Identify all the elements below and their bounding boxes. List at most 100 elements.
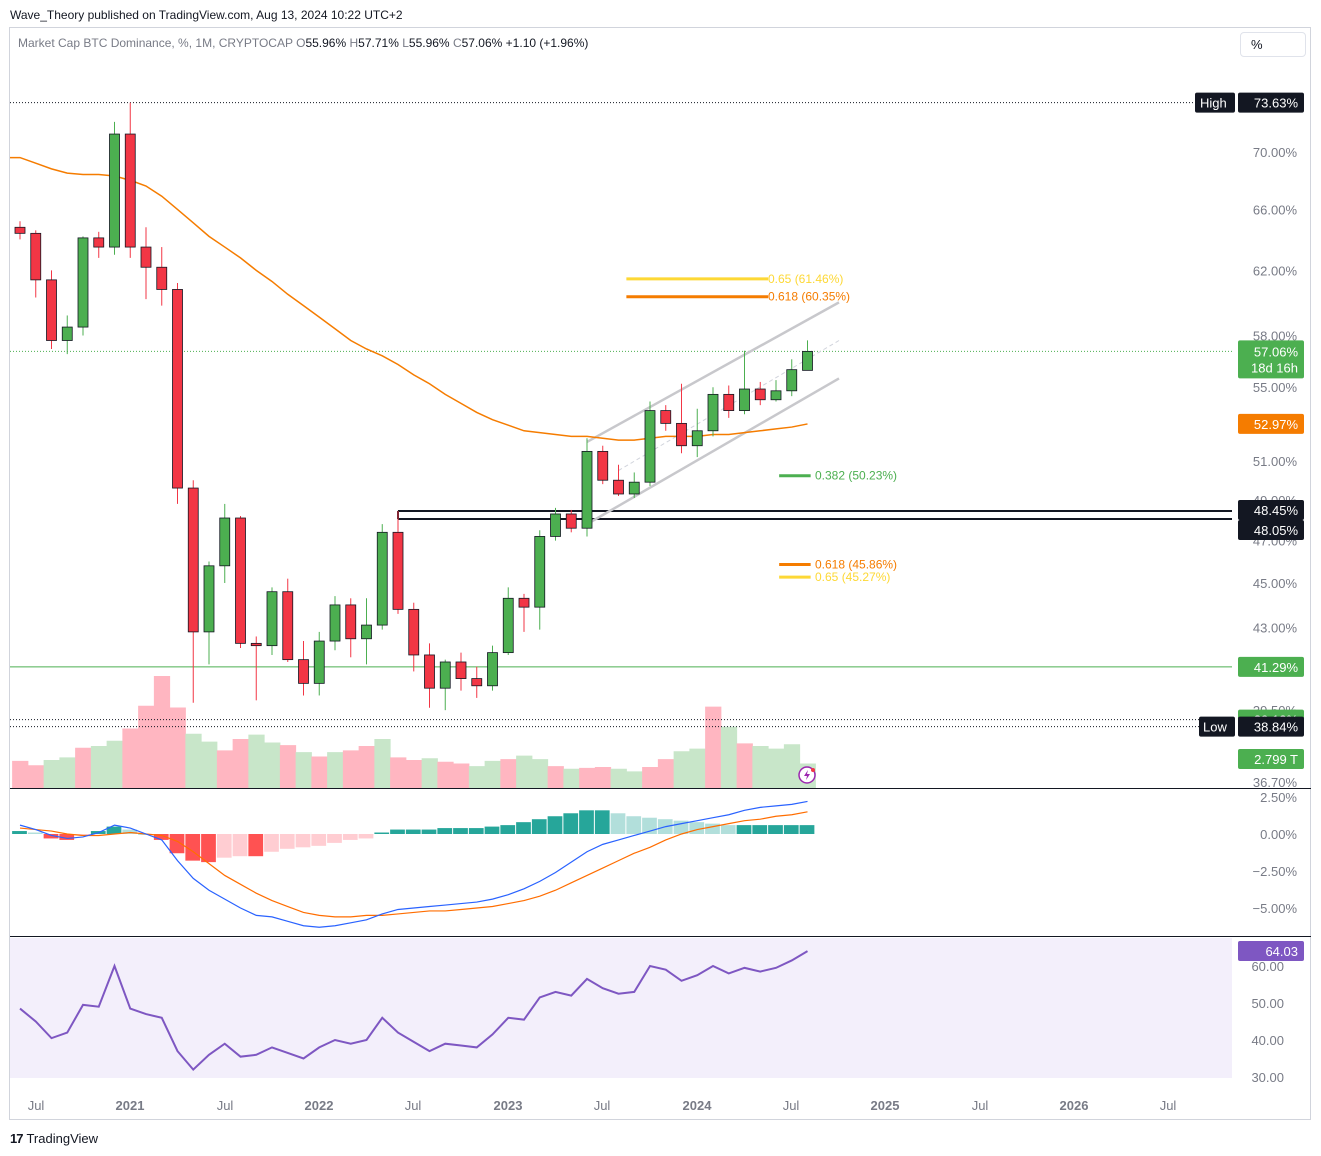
candle-body <box>392 531 404 610</box>
candle-body <box>802 350 813 371</box>
volume-bar <box>673 751 690 788</box>
tradingview-logo-icon: 17 <box>10 1131 24 1146</box>
high-tag-label: High <box>1200 96 1227 111</box>
macd-histogram-bar <box>122 829 138 834</box>
candle-body <box>345 604 357 640</box>
high-tag-value: 73.63% <box>1254 96 1299 111</box>
price-axis-tick: 55.00% <box>1253 380 1298 395</box>
rsi-axis-tick: 30.00 <box>1251 1070 1284 1085</box>
candle-body <box>707 393 719 432</box>
moving-average-line <box>10 156 808 441</box>
volume-bar <box>90 746 108 788</box>
candle-body <box>550 513 561 537</box>
time-axis-label: Jul <box>594 1098 611 1113</box>
high-tag-label-bg <box>1195 92 1235 113</box>
candle-body <box>471 678 483 687</box>
macd-axis-tick: 2.50% <box>1260 790 1297 805</box>
macd-histogram-bar <box>43 834 59 839</box>
last-price-tag: 57.06% <box>1254 344 1299 359</box>
macd-histogram-bar <box>547 816 563 834</box>
candle-body <box>61 326 73 341</box>
volume-bar <box>201 741 218 788</box>
level-41-tag-bg <box>1238 656 1304 677</box>
box-top-tag-bg <box>1238 499 1304 520</box>
volume-bar <box>547 766 564 788</box>
macd-histogram-bar <box>531 819 547 834</box>
volume-bar <box>374 739 391 788</box>
macd-histogram-bar <box>579 810 594 834</box>
volume-bar <box>27 765 45 788</box>
time-axis-label: Jul <box>28 1098 45 1113</box>
ma-tag: 52.97% <box>1254 417 1299 432</box>
percent-scale-button[interactable]: % <box>1240 32 1306 57</box>
candle-body <box>691 430 703 447</box>
last-price-tag-bg <box>1238 340 1304 379</box>
volume-bar <box>736 743 753 788</box>
macd-histogram-bar <box>342 834 358 840</box>
macd-line <box>19 800 808 928</box>
volume-bar <box>169 707 186 788</box>
fib-level-label: 0.382 (50.23%) <box>815 469 897 483</box>
price-axis-tick: 62.00% <box>1253 263 1298 278</box>
time-axis-label: 2022 <box>305 1098 334 1113</box>
volume-bar <box>405 760 423 788</box>
time-axis-label: 2024 <box>683 1098 713 1113</box>
macd-histogram-bar <box>59 834 75 840</box>
volume-bar <box>248 734 265 788</box>
time-axis-label: 2025 <box>871 1098 900 1113</box>
volume-tag: 2.799 T <box>1254 752 1298 767</box>
candle-body <box>203 565 215 633</box>
fib-level-label: 0.618 (60.35%) <box>768 290 850 304</box>
rsi-axis-tick: 40.00 <box>1251 1033 1284 1048</box>
time-axis: Jul 2021 Jul 2022 Jul 2023 Jul 2024 Jul 2025 Jul 20… <box>28 1098 1177 1113</box>
time-axis-label: Jul <box>217 1098 234 1113</box>
volume-bar <box>626 771 643 788</box>
volume-bar <box>705 706 722 788</box>
volume-bar <box>264 742 281 788</box>
candle-body <box>266 591 278 647</box>
low-tag-value-bg <box>1238 716 1304 737</box>
macd-histogram-bar <box>768 825 783 834</box>
rsi-pane-background <box>10 938 1232 1078</box>
candle-body <box>187 487 199 633</box>
candle-body <box>502 597 514 654</box>
open-label: O <box>296 36 306 50</box>
time-axis-label: Jul <box>783 1098 800 1113</box>
candle-body <box>219 517 231 567</box>
macd-histogram-bar <box>153 834 169 840</box>
price-axis-tick: 70.00% <box>1253 145 1298 160</box>
price-axis-tick: 66.00% <box>1253 202 1298 217</box>
candle-body <box>786 369 798 392</box>
volume-bar <box>752 746 769 788</box>
channel-upper-line <box>586 301 840 444</box>
time-axis-label: 2023 <box>494 1098 523 1113</box>
candle-body <box>770 390 782 401</box>
volume-bar <box>768 748 785 788</box>
macd-histogram-bar <box>484 826 500 834</box>
candle-body <box>439 661 451 689</box>
macd-histogram-bar <box>421 829 437 834</box>
volume-bar <box>232 739 249 788</box>
volume-bar <box>185 733 202 788</box>
rsi-pane <box>19 950 809 1072</box>
volume-bar <box>106 740 123 788</box>
macd-histogram-bar <box>216 834 232 858</box>
volume-bar <box>358 746 375 788</box>
macd-axis-tick: 0.00% <box>1260 827 1297 842</box>
volume-bar <box>43 760 60 788</box>
volume-bar <box>689 748 706 788</box>
time-axis-label: Jul <box>972 1098 989 1113</box>
candle-body <box>628 481 640 495</box>
volume-bar <box>720 726 738 788</box>
macd-histogram-bar <box>705 823 720 834</box>
time-axis-label: Jul <box>1160 1098 1177 1113</box>
candles <box>14 102 813 711</box>
macd-histogram-bar <box>248 834 264 857</box>
volume-bar <box>421 758 438 788</box>
macd-histogram-bar <box>279 834 295 849</box>
close-value: 57.06% <box>461 36 503 50</box>
high-value: 57.71% <box>358 36 399 50</box>
volume-bar <box>342 750 360 788</box>
macd-histogram-bar <box>720 825 736 834</box>
alert-icon[interactable] <box>798 766 816 784</box>
